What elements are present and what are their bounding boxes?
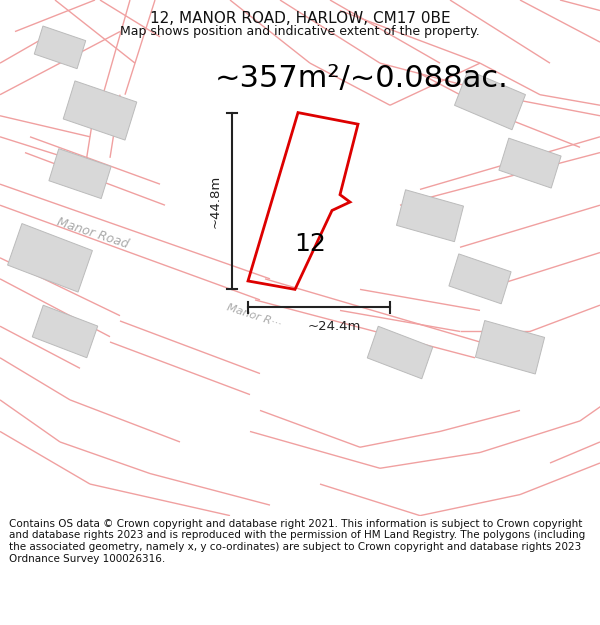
Text: Map shows position and indicative extent of the property.: Map shows position and indicative extent… xyxy=(120,25,480,38)
Polygon shape xyxy=(49,149,111,199)
Polygon shape xyxy=(449,254,511,304)
Text: ~44.8m: ~44.8m xyxy=(209,174,222,228)
Text: Manor Road: Manor Road xyxy=(55,216,130,251)
Polygon shape xyxy=(499,138,561,188)
Polygon shape xyxy=(367,326,433,379)
Polygon shape xyxy=(32,305,98,358)
Polygon shape xyxy=(63,81,137,140)
Polygon shape xyxy=(475,321,545,374)
Polygon shape xyxy=(455,70,526,130)
Text: ~357m²/~0.088ac.: ~357m²/~0.088ac. xyxy=(215,64,509,93)
Polygon shape xyxy=(34,26,86,69)
Text: 12: 12 xyxy=(294,232,326,256)
Polygon shape xyxy=(397,190,464,242)
Text: Contains OS data © Crown copyright and database right 2021. This information is : Contains OS data © Crown copyright and d… xyxy=(9,519,585,564)
Text: Manor R···: Manor R··· xyxy=(225,302,282,329)
Text: 12, MANOR ROAD, HARLOW, CM17 0BE: 12, MANOR ROAD, HARLOW, CM17 0BE xyxy=(149,11,451,26)
Text: ~24.4m: ~24.4m xyxy=(307,320,361,333)
Polygon shape xyxy=(8,224,92,292)
